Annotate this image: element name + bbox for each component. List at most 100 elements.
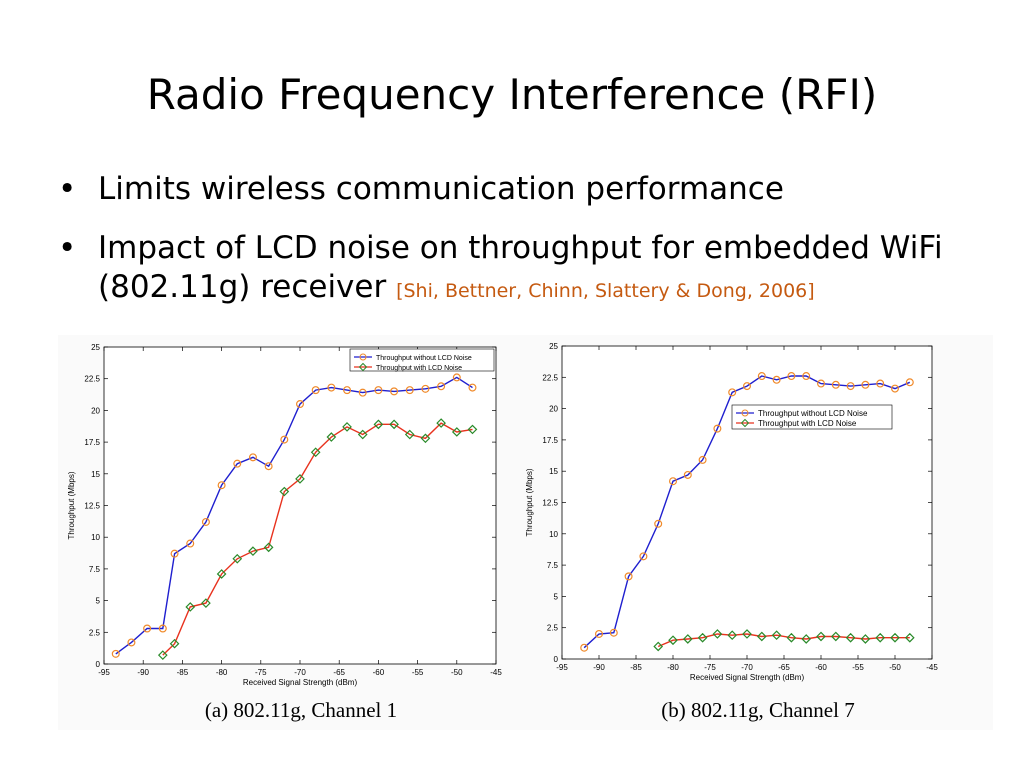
- legend-label: Throughput without LCD Noise: [376, 355, 472, 362]
- figure-caption: (b) 802.11g, Channel 7: [661, 698, 854, 722]
- data-point: [876, 379, 885, 388]
- data-point: [875, 632, 886, 643]
- data-point: [357, 429, 368, 440]
- data-point: [728, 388, 737, 397]
- citation: [Shi, Bettner, Chinn, Slattery & Dong, 2…: [396, 280, 815, 302]
- series-line: [583, 375, 911, 649]
- data-point: [861, 380, 870, 389]
- bullet-item: • Impact of LCD noise on throughput for …: [58, 229, 1018, 311]
- data-point: [594, 629, 603, 638]
- data-point: [185, 602, 196, 612]
- y-tick-label: 7.5: [89, 565, 101, 574]
- y-tick-label: 10: [91, 533, 100, 542]
- data-point: [169, 638, 180, 649]
- figure-caption: (a) 802.11g, Channel 1: [205, 698, 397, 722]
- data-point: [727, 630, 738, 641]
- data-point: [624, 572, 633, 581]
- y-axis-label: Throughput (Mbps): [67, 471, 76, 539]
- chart-a: 0 2.5 5 7.5 10 12.5 15 17.5 20 22.5 25 -95 -90 -85 -80…: [62, 338, 507, 723]
- x-tick-label: -90: [137, 668, 149, 677]
- data-point: [890, 632, 900, 643]
- y-tick-label: 25: [91, 343, 100, 352]
- data-point: [817, 379, 826, 388]
- y-tick-label: 12.5: [84, 502, 100, 511]
- x-tick-label: -60: [373, 668, 385, 677]
- data-point: [111, 649, 120, 658]
- data-point: [771, 630, 782, 641]
- data-point: [263, 542, 274, 553]
- y-tick-label: 0: [554, 655, 559, 664]
- data-point: [405, 386, 414, 395]
- x-tick-label: -60: [815, 663, 827, 672]
- bullet-list: • Limits wireless communication performa…: [58, 170, 1018, 331]
- data-point: [787, 372, 796, 381]
- legend-label: Throughput without LCD Noise: [758, 409, 868, 418]
- data-point: [451, 427, 462, 437]
- series-line: [657, 633, 910, 648]
- data-point: [389, 419, 399, 430]
- y-tick-label: 5: [96, 597, 101, 606]
- data-point: [580, 643, 589, 652]
- x-tick-label: -55: [412, 668, 424, 677]
- data-point: [158, 624, 167, 633]
- y-tick-label: 22.5: [542, 373, 558, 382]
- data-point: [436, 418, 446, 428]
- data-point: [669, 477, 678, 486]
- data-point: [437, 382, 446, 391]
- legend-swatch-marker: [741, 409, 749, 417]
- x-tick-label: -85: [177, 668, 189, 677]
- data-point: [743, 382, 752, 391]
- legend-label: Throughput with LCD Noise: [376, 365, 462, 372]
- data-point: [358, 388, 367, 397]
- bullet-glyph: •: [58, 230, 77, 266]
- y-tick-label: 25: [549, 342, 558, 351]
- x-tick-label: -85: [630, 663, 642, 672]
- data-point: [452, 373, 461, 382]
- data-point: [860, 634, 871, 644]
- data-point: [654, 519, 663, 528]
- y-tick-label: 7.5: [547, 561, 559, 570]
- data-point: [845, 632, 856, 643]
- data-point: [831, 380, 840, 389]
- y-tick-label: 15: [91, 470, 100, 479]
- y-tick-label: 12.5: [542, 499, 558, 508]
- legend-box: [349, 348, 495, 372]
- x-tick-label: -80: [216, 668, 228, 677]
- data-point: [326, 432, 337, 442]
- y-tick-label: 20: [549, 405, 558, 414]
- data-point: [467, 424, 478, 435]
- data-point: [683, 470, 692, 479]
- bullet-glyph: •: [58, 171, 77, 207]
- plot-area: [561, 345, 933, 660]
- x-tick-label: -75: [255, 668, 267, 677]
- data-point: [904, 632, 915, 643]
- data-point: [905, 378, 914, 387]
- data-point: [698, 455, 707, 464]
- x-tick-label: -55: [852, 663, 864, 672]
- data-point: [404, 429, 415, 440]
- data-point: [264, 462, 273, 471]
- data-point: [801, 634, 812, 644]
- x-tick-label: -65: [778, 663, 790, 672]
- data-point: [373, 419, 384, 430]
- x-axis-label: Received Signal Strength (dBm): [243, 678, 358, 687]
- data-point: [232, 553, 243, 564]
- series-line: [162, 422, 473, 656]
- data-point: [342, 422, 352, 432]
- y-tick-label: 17.5: [84, 438, 100, 447]
- data-point: [201, 517, 210, 526]
- data-point: [216, 569, 227, 579]
- y-tick-label: 10: [549, 530, 558, 539]
- data-point: [248, 453, 257, 462]
- data-point: [127, 638, 136, 647]
- x-tick-label: -65: [333, 668, 345, 677]
- data-point: [786, 632, 797, 643]
- bullet-text: Limits wireless communication performanc…: [98, 171, 784, 207]
- y-tick-label: 2.5: [547, 624, 559, 633]
- x-tick-label: -90: [593, 663, 605, 672]
- legend-label: Throughput with LCD Noise: [758, 419, 857, 428]
- plot-area: [103, 346, 497, 665]
- legend-swatch-marker: [359, 353, 367, 361]
- bullet-item: • Limits wireless communication performa…: [58, 170, 1018, 209]
- data-point: [327, 383, 336, 392]
